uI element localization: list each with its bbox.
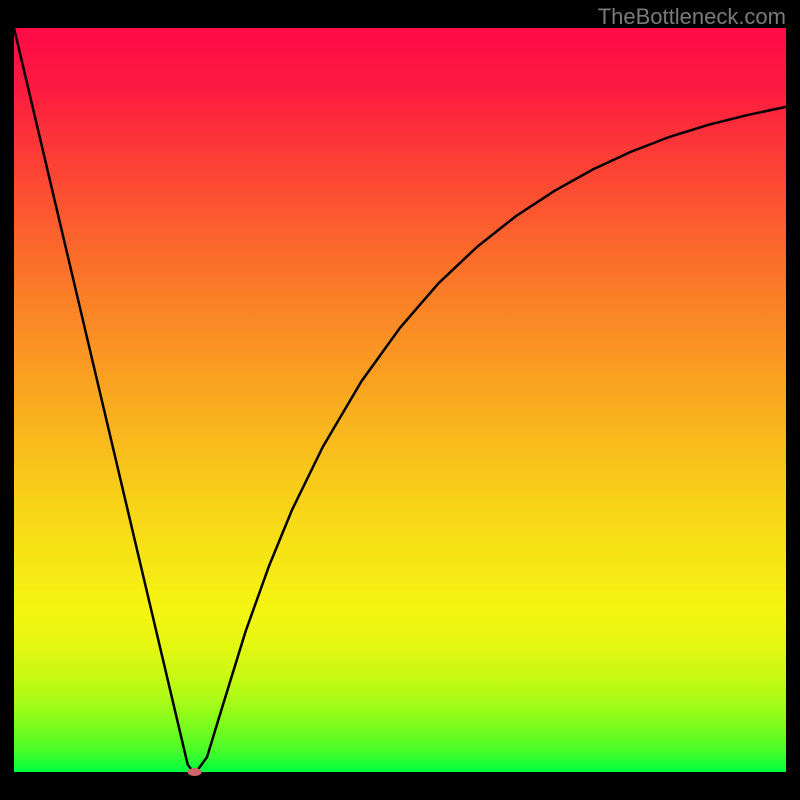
watermark-text: TheBottleneck.com	[598, 4, 786, 30]
plot-background	[14, 28, 786, 772]
bottleneck-chart	[0, 0, 800, 800]
min-point-marker	[188, 768, 202, 776]
